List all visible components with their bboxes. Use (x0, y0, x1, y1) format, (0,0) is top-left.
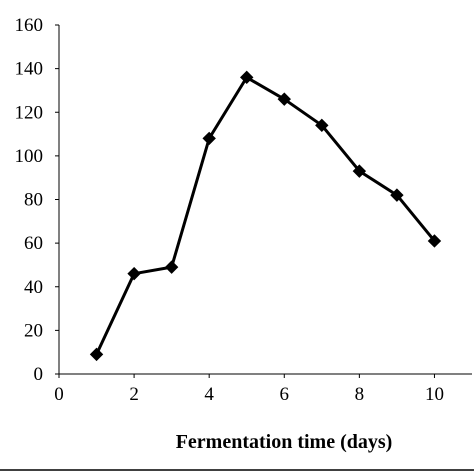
data-point (277, 92, 291, 106)
series-line (95, 75, 436, 356)
y-tick-label: 160 (15, 15, 44, 36)
x-tick-label: 0 (54, 384, 64, 405)
series (89, 70, 442, 362)
x-tick-label: 8 (355, 384, 365, 405)
data-point (390, 188, 404, 202)
data-point (352, 164, 367, 178)
data-point (89, 347, 104, 362)
x-tick-label: 6 (280, 384, 290, 405)
data-point (240, 70, 254, 85)
data-point (315, 118, 329, 133)
data-point (202, 131, 216, 146)
data-point (127, 266, 141, 281)
y-tick-label: 140 (15, 59, 44, 80)
x-axis-title: Fermentation time (days) (176, 431, 393, 453)
data-point (164, 260, 179, 274)
y-tick-label: 60 (24, 233, 43, 254)
data-point (427, 234, 442, 248)
x-tick-label: 4 (204, 384, 214, 405)
y-tick-label: 120 (15, 102, 44, 123)
y-tick-label: 40 (24, 277, 43, 298)
x-tick-label: 10 (425, 384, 444, 405)
ticks: 0 20 40 60 80 100 120 140 160 0 2 4 6 8 10 (15, 15, 444, 405)
y-tick-label: 80 (24, 190, 43, 211)
y-tick-label: 20 (24, 320, 43, 341)
y-tick-label: 0 (34, 364, 44, 385)
x-tick-label: 2 (129, 384, 139, 405)
y-tick-label: 100 (15, 146, 44, 167)
